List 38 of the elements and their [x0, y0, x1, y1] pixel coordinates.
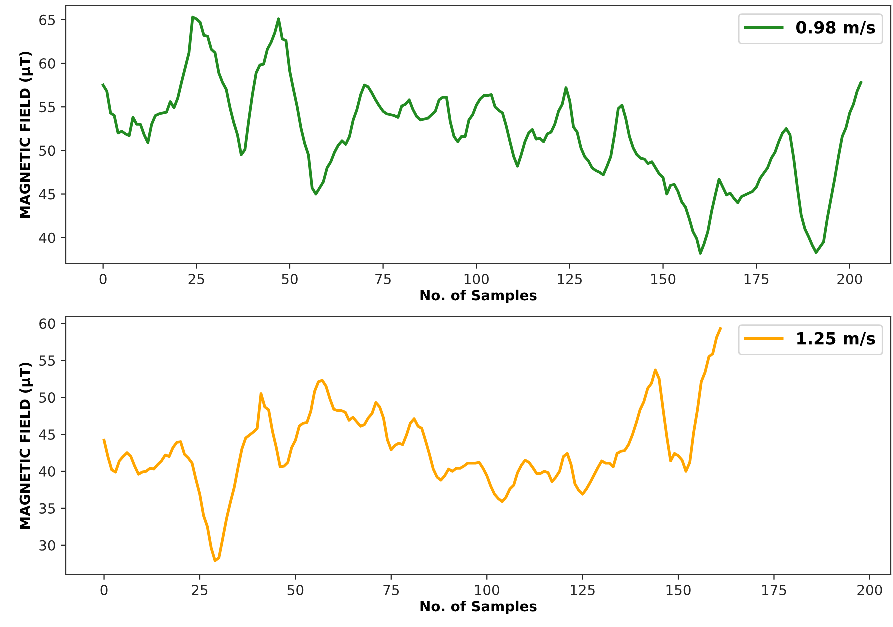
x-tick-label: 50 — [288, 584, 304, 596]
y-tick-label: 35 — [40, 503, 56, 514]
y-tick-label: 60 — [40, 318, 56, 330]
y-tick-label: 60 — [40, 58, 56, 69]
y-tick-label: 40 — [39, 466, 56, 477]
x-tick-label: 50 — [282, 274, 298, 284]
x-tick-label: 100 — [475, 584, 500, 596]
x-tick-label: 75 — [376, 274, 391, 284]
y-tick-label: 55 — [40, 356, 56, 366]
legend-label: 1.25 m/s — [798, 332, 876, 346]
y-tick-label: 30 — [40, 540, 56, 551]
x-tick-label: 25 — [188, 274, 204, 284]
legend-label: 0.98 m/s — [796, 21, 876, 36]
y-tick-label: 50 — [40, 392, 56, 404]
y-tick-label: 45 — [39, 189, 56, 200]
x-tick-label: 25 — [192, 584, 208, 596]
x-tick-label: 175 — [762, 585, 786, 596]
y-tick-label: 40 — [39, 232, 56, 244]
y-tick-label: 65 — [40, 14, 56, 26]
x-tick-label: 0 — [100, 584, 108, 596]
x-axis-title: No. of Samples — [420, 600, 537, 614]
line-series — [102, 327, 722, 562]
x-tick-label: 75 — [384, 585, 400, 596]
y-tick-label: 45 — [39, 430, 56, 440]
x-tick-label: 125 — [558, 274, 582, 284]
x-tick-label: 175 — [744, 274, 769, 284]
y-tick-label: 50 — [40, 146, 56, 156]
x-tick-label: 0 — [100, 274, 107, 284]
x-tick-label: 200 — [838, 274, 862, 284]
x-tick-label: 100 — [464, 274, 489, 284]
x-tick-label: 125 — [571, 584, 595, 596]
y-axis-title: MAGNETIC FIELD (μT) — [20, 362, 34, 529]
x-tick-label: 200 — [858, 584, 882, 596]
x-axis-title: No. of Samples — [420, 290, 537, 304]
x-tick-label: 150 — [666, 584, 691, 596]
x-tick-label: 150 — [652, 274, 676, 284]
y-tick-label: 55 — [40, 102, 56, 113]
y-axis-title: MAGNETIC FIELD (μT) — [20, 52, 34, 218]
